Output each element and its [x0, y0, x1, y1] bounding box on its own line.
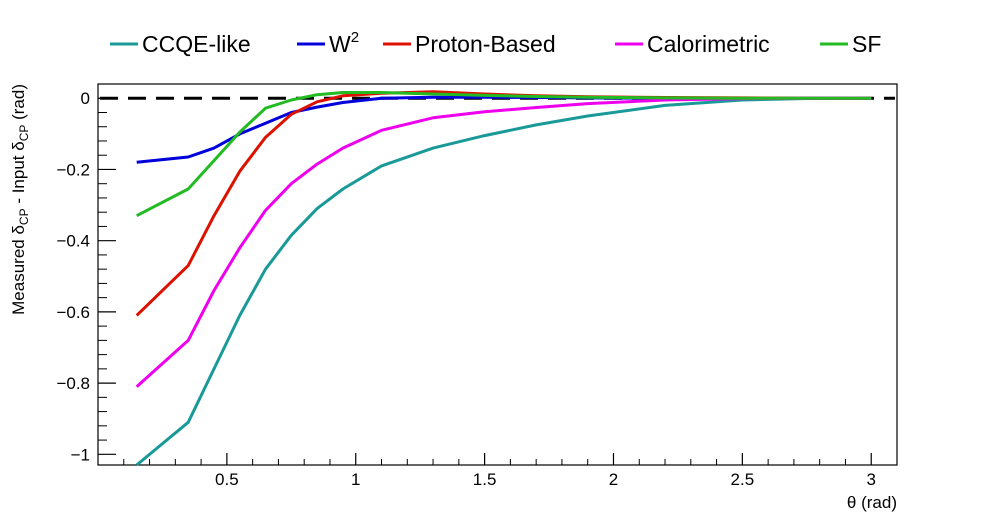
x-tick-label: 1 [351, 470, 360, 489]
y-title-part2: - Input δ [9, 141, 28, 208]
legend-label-w: W2 [329, 29, 359, 57]
axis-tick-labels: 0.5 1 1.5 2 2.5 3 −1 −0.8 −0.6 −0.4 −0.2 0 [56, 89, 876, 489]
legend-label-calorimetric: Calorimetric [647, 31, 770, 57]
y-axis-title: Measured δCP - Input δCP (rad) [9, 84, 31, 315]
y-tick-label: −0.2 [56, 160, 90, 179]
series-line-ccqe-like [135, 96, 872, 467]
x-axis-title: θ (rad) [847, 493, 897, 512]
axis-ticks [98, 97, 872, 465]
y-title-part1: Measured δ [9, 225, 28, 315]
legend-label-sf: SF [852, 31, 881, 57]
y-title-sub2: CP [17, 125, 31, 142]
series-line-sf [136, 91, 872, 218]
legend-label-proton-based: Proton-Based [415, 31, 556, 57]
x-tick-label: 3 [866, 470, 875, 489]
y-tick-label: −0.6 [56, 303, 90, 322]
y-tick-label: 0 [81, 89, 90, 108]
legend: CCQE-like W2 Proton-Based Calorimetric SF [110, 29, 881, 57]
series-lines [135, 90, 872, 467]
y-tick-label: −1 [71, 445, 90, 464]
legend-label-superscript: 2 [351, 29, 359, 46]
x-tick-label: 2 [609, 470, 618, 489]
y-title-sub1: CP [17, 208, 31, 225]
y-tick-label: −0.8 [56, 374, 90, 393]
y-title-part3: (rad) [9, 84, 28, 125]
series-line-calorimetric [135, 96, 872, 388]
y-tick-label: −0.4 [56, 232, 90, 251]
x-tick-label: 2.5 [731, 470, 755, 489]
x-tick-label: 1.5 [473, 470, 497, 489]
plot-frame [97, 83, 898, 466]
x-tick-label: 0.5 [215, 470, 239, 489]
legend-label-ccqe-like: CCQE-like [142, 31, 251, 57]
